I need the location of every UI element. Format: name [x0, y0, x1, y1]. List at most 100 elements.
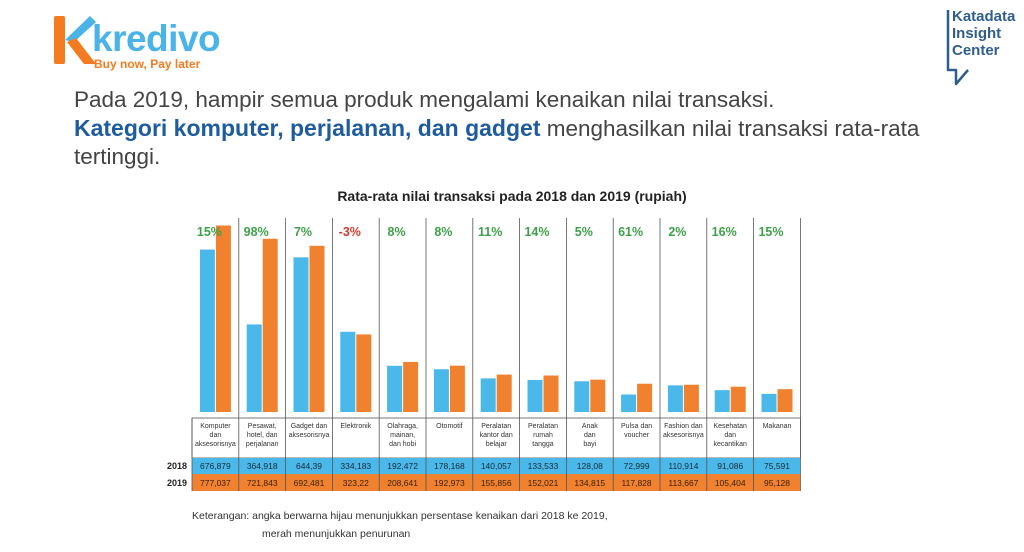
bar-2018 — [574, 381, 590, 412]
pct-change-label: 15% — [758, 225, 783, 239]
bar-2019 — [637, 383, 653, 412]
category-label: dan — [210, 432, 222, 439]
value-2019: 152,021 — [528, 478, 559, 488]
pct-change-label: 8% — [434, 225, 452, 239]
pct-change-label: 8% — [388, 225, 406, 239]
pct-change-label: 16% — [712, 225, 737, 239]
bar-2018 — [387, 365, 403, 412]
chart-note-line1: Keterangan: angka berwarna hijau menunju… — [192, 510, 608, 522]
value-2018: 644,39 — [296, 461, 322, 471]
bar-2019 — [403, 361, 419, 412]
value-2018: 364,918 — [247, 461, 278, 471]
category-label-row — [191, 417, 801, 459]
category-label: aksesorisnya — [289, 432, 330, 439]
category-label: Fashion dan — [664, 423, 703, 430]
category-label: aksesorisnya — [663, 432, 704, 439]
chart-note: Keterangan: angka berwarna hijau menunju… — [192, 507, 608, 543]
bar-2019 — [356, 334, 372, 412]
category-label: rumah — [533, 432, 553, 439]
value-2019: 105,404 — [715, 478, 746, 488]
category-label: Peralatan — [481, 423, 511, 430]
pct-change-label: 14% — [524, 225, 549, 239]
partner-line3: Center — [952, 42, 1000, 59]
category-label: hotel, dan — [247, 432, 278, 439]
category-label: Makanan — [763, 423, 792, 430]
category-label: tangga — [532, 441, 554, 448]
kredivo-k-mark-icon — [54, 16, 96, 64]
value-2018: 178,168 — [434, 461, 465, 471]
headline-line1: Pada 2019, hampir semua produk mengalami… — [74, 87, 775, 112]
pct-change-label: 98% — [244, 225, 269, 239]
category-label: aksesorisnya — [195, 441, 236, 448]
category-label: dan — [724, 432, 736, 439]
value-2018: 334,183 — [340, 461, 371, 471]
katadata-insight-center-logo: Katadata Insight Center — [952, 8, 1015, 59]
value-2019: 155,856 — [481, 478, 512, 488]
value-2018: 75,591 — [764, 461, 790, 471]
value-2018: 91,086 — [717, 461, 743, 471]
bar-2018 — [480, 378, 496, 412]
category-label: dan hobi — [389, 441, 416, 448]
category-label: Kesehatan — [713, 423, 747, 430]
bar-2019 — [309, 245, 325, 412]
value-2019: 692,481 — [294, 478, 325, 488]
kredivo-logo: kredivo Buy now, Pay later — [52, 12, 222, 74]
row-label-2019: 2019 — [167, 478, 187, 488]
category-label: Olahraga, — [387, 423, 418, 430]
pct-change-label: 5% — [575, 225, 593, 239]
bar-2018 — [199, 249, 215, 412]
category-label: dan — [584, 432, 596, 439]
bar-2019 — [449, 365, 465, 412]
bar-2018 — [246, 324, 262, 412]
category-label: Gadget dan — [291, 423, 328, 430]
category-label: belajar — [486, 441, 508, 448]
category-label: Otomotif — [436, 423, 463, 430]
values-row-2018 — [192, 458, 801, 474]
value-2018: 128,08 — [577, 461, 603, 471]
headline-part2: menghasilkan nilai transaksi rata-rata t… — [74, 116, 920, 169]
bar-2018 — [340, 331, 356, 412]
chart-note-line2: merah menunjukkan penurunan — [262, 528, 411, 540]
headline: Pada 2019, hampir semua produk mengalami… — [74, 86, 974, 171]
value-2019: 95,128 — [764, 478, 790, 488]
value-2019: 208,641 — [387, 478, 418, 488]
value-2019: 113,667 — [668, 478, 698, 488]
brand-name: kredivo — [92, 18, 221, 59]
value-2018: 140,057 — [481, 461, 512, 471]
bar-2019 — [777, 389, 793, 412]
values-row-2019 — [192, 474, 801, 491]
bar-2019 — [262, 238, 278, 412]
category-label: Elektronik — [340, 423, 371, 430]
bar-2018 — [761, 393, 777, 412]
category-label: kecantikan — [713, 441, 747, 448]
chart-title: Rata-rata nilai transaksi pada 2018 dan … — [337, 188, 687, 204]
bar-2018 — [621, 394, 637, 412]
bar-2019 — [543, 375, 559, 412]
bar-2019 — [590, 379, 606, 412]
headline-line2: Kategori komputer, perjalanan, dan gadge… — [74, 114, 974, 171]
brand-tagline: Buy now, Pay later — [94, 57, 201, 71]
category-label: perjalanan — [246, 441, 279, 448]
category-label: mainan, — [390, 432, 415, 439]
value-2018: 676,879 — [200, 461, 231, 471]
pct-change-label: 15% — [197, 225, 222, 239]
bar-2018 — [293, 257, 309, 412]
pct-change-label: 7% — [294, 225, 312, 239]
pct-change-label: -3% — [339, 225, 361, 239]
partner-line2: Insight — [952, 25, 1002, 42]
category-label: kantor dan — [480, 432, 513, 439]
value-2019: 134,815 — [574, 478, 605, 488]
value-2018: 133,533 — [528, 461, 559, 471]
category-label: Komputer — [200, 423, 231, 430]
partner-line1: Katadata — [952, 8, 1016, 25]
bar-2018 — [667, 385, 683, 412]
pct-change-label: 2% — [668, 225, 686, 239]
value-2019: 721,843 — [247, 478, 278, 488]
category-label: voucher — [624, 432, 650, 439]
value-2018: 72,999 — [624, 461, 650, 471]
category-label: Anak — [582, 423, 598, 430]
value-2019: 192,973 — [434, 478, 465, 488]
pct-change-label: 61% — [618, 225, 643, 239]
bar-2019 — [496, 374, 512, 412]
